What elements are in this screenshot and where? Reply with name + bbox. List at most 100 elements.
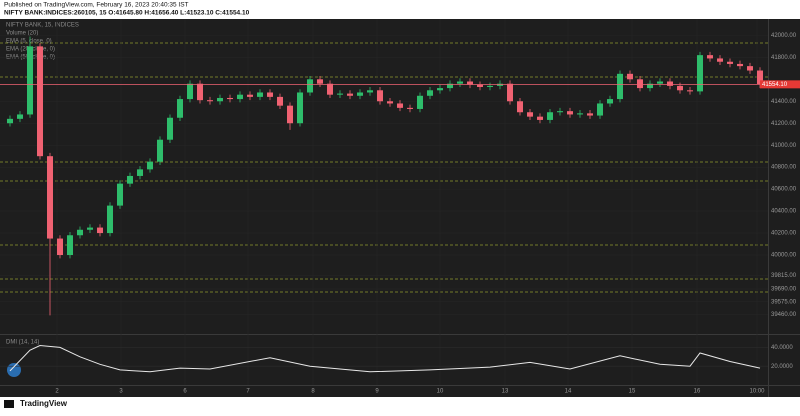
x-tick-label: 8 [311,389,315,395]
candle-body [327,83,333,95]
candle-body [337,93,343,95]
candle-body [567,111,573,115]
candle-body [27,46,33,115]
publish-line: Published on TradingView.com, February 1… [4,2,189,9]
candle-body [427,90,433,96]
candle-body [87,227,93,230]
candle-body [387,101,393,104]
y-tick-label: 39460.00 [771,312,797,318]
x-tick-label: 2 [55,389,59,395]
candle-body [407,107,413,109]
candle-body [317,79,323,84]
last-price-label: 41554.10 [762,82,788,88]
candle-body [417,95,423,109]
candle-body [77,229,83,236]
candle-body [267,92,273,97]
candle-body [107,205,113,234]
candle-body [137,169,143,176]
candle-body [227,97,233,100]
candle-body [697,55,703,92]
x-tick-label: 13 [502,389,509,395]
footer-bar [0,397,800,411]
candle-body [7,118,13,124]
x-tick-label: 7 [246,389,250,395]
legend-item: EMA (5, close, 0) [6,39,52,45]
support-levels [0,42,768,293]
candle-body [117,183,123,206]
candle-body [687,90,693,92]
candle-body [477,84,483,87]
candle-body [397,103,403,108]
candle-body [487,85,493,87]
candle-body [467,81,473,85]
y-tick-label: 41400.00 [771,99,797,105]
y-tick-label: 40800.00 [771,165,797,171]
candle-body [37,46,43,157]
candle-body [747,66,753,71]
candle-body [437,88,443,91]
candle-body [207,100,213,102]
candle-body [607,99,613,104]
x-tick-label: 6 [183,389,187,395]
candle-body [627,73,633,80]
y-tick-label: 41000.00 [771,143,797,149]
candle-body [517,101,523,113]
candle-body [97,227,103,234]
y-tick-label: 40200.00 [771,231,797,237]
y-tick-label: 39575.00 [771,299,797,305]
y-tick-label: 40.0000 [771,345,793,351]
candle-body [17,114,23,119]
candle-body [287,105,293,124]
legend-symbol: NIFTY BANK, 15, INDICES [6,23,79,29]
candle-body [577,113,583,115]
y-tick-label: 40600.00 [771,187,797,193]
candle-body [67,235,73,256]
candle-body [167,117,173,140]
y-tick-label: 41800.00 [771,55,797,61]
candle-body [177,99,183,118]
x-tick-label: 9 [375,389,379,395]
candle-body [367,90,373,93]
candle-body [127,175,133,184]
symbol-line: NIFTY BANK:INDICES:260105, 15 O:41645.80… [4,10,250,17]
candle-body [547,112,553,120]
footer-logo: TradingView [20,399,68,408]
candle-body [347,93,353,96]
candle-body [667,81,673,86]
y-tick-label: 40400.00 [771,209,797,215]
candle-body [217,97,223,102]
y-tick-label: 39815.00 [771,273,797,279]
candle-body [197,83,203,101]
candle-body [247,94,253,97]
candle-body [307,79,313,93]
y-tick-label: 39690.00 [771,287,797,293]
candle-body [447,83,453,89]
candle-body [157,139,163,162]
logo-icon [4,400,14,408]
x-tick-label: 3 [119,389,123,395]
candle-body [57,238,63,256]
candle-body [257,92,263,97]
candle-body [277,96,283,106]
y-tick-label: 41200.00 [771,121,797,127]
last-price-tag [760,80,800,89]
candle-body [647,83,653,89]
y-tick-label: 40000.00 [771,253,797,259]
candle-body [707,55,713,59]
adx-line [9,344,761,373]
candle-body [737,63,743,67]
candle-body [717,58,723,62]
candle-body [587,113,593,116]
candle-body [657,81,663,84]
indicator-title: DMI (14, 14) [6,340,39,346]
x-tick-label: 10 [437,389,444,395]
candle-body [557,111,563,113]
candle-body [297,92,303,124]
y-tick-label: 20.0000 [771,364,793,370]
x-tick-label: 16 [694,389,701,395]
candle-body [507,83,513,102]
tv-badge [7,363,21,377]
candle-body [147,161,153,170]
candle-body [457,81,463,84]
